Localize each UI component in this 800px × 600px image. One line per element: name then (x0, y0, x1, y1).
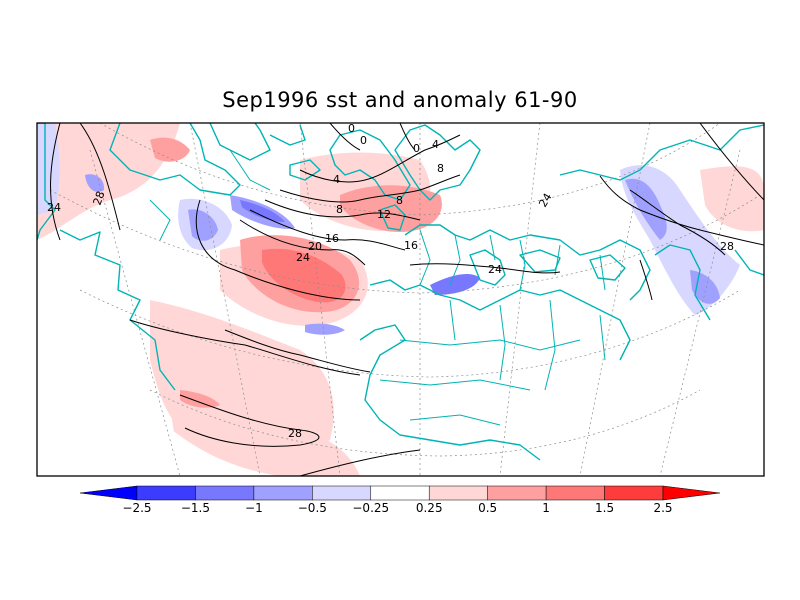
sst-label-24-med: 24 (488, 263, 502, 276)
graticule (49, 123, 761, 476)
contour-24-south (129, 319, 361, 376)
sst-label-28-south: 28 (288, 427, 302, 440)
anomaly-negative-weak-tropics (305, 323, 345, 335)
sst-label-0-north-c: 0 (413, 142, 420, 155)
contour-east-24 (599, 175, 764, 246)
sst-label-0-north-b: 0 (360, 134, 367, 147)
colorbar-tick-label: 0.25 (416, 501, 443, 515)
projection-mask-right (520, 290, 764, 476)
sst-label-8-mid: 8 (336, 203, 343, 216)
anomaly-negative-weak-greenland (85, 174, 105, 192)
colorbar-segment (604, 485, 664, 501)
contour-0-b (399, 123, 416, 151)
contour-labels: 24 28 0 0 0 4 4 8 8 8 12 16 16 20 24 24 … (47, 122, 734, 440)
sst-label-28-west: 28 (91, 189, 108, 207)
anomaly-negative-strong-iceland (240, 200, 285, 222)
colorbar-segment (428, 485, 488, 501)
colorbar-tick-label: 1 (542, 501, 550, 515)
anomaly-negative-mid-med (430, 274, 480, 295)
contour-8 (279, 174, 461, 203)
colorbar-segment (662, 485, 721, 501)
contour-tropic-inner (224, 329, 371, 373)
contour-arabian-28 (629, 189, 726, 256)
anomaly-positive-mid-norway (340, 185, 442, 232)
anomaly-negative-mid-indian (690, 270, 720, 304)
contour-16 (249, 209, 406, 251)
colorbar-segment (312, 485, 372, 501)
contour-24-atlantic (195, 199, 361, 301)
sst-label-24-atlantic: 24 (296, 251, 310, 264)
colorbar-segment (370, 485, 430, 501)
projection-mask-left (37, 240, 280, 476)
anomaly-positive-weak-east (700, 166, 764, 232)
anomaly-negative-mid-labrador (188, 209, 218, 241)
sst-label-16-a: 16 (325, 232, 339, 245)
sst-label-28-arabian: 28 (720, 240, 734, 253)
colorbar-tick-label: 2.5 (653, 501, 672, 515)
colorbar-segment (487, 485, 547, 501)
anomaly-positive-mid-greenland (150, 137, 190, 162)
contour-med-24 (409, 263, 561, 274)
colorbar-segment (136, 485, 196, 501)
sst-label-20: 20 (308, 240, 322, 253)
sst-label-4-north: 4 (432, 138, 439, 151)
sst-label-8-norway: 8 (437, 162, 444, 175)
colorbar-segment (253, 485, 313, 501)
contour-20 (239, 219, 366, 266)
sst-label-16-b: 16 (404, 239, 418, 252)
colorbar-segment (545, 485, 605, 501)
sst-label-24-red-sea: 24 (536, 191, 554, 210)
country-borders (149, 149, 606, 426)
colorbar-segment (79, 485, 138, 501)
coastlines (37, 123, 764, 461)
contour-28-south (179, 394, 320, 447)
anomaly-negative-weak-west (37, 123, 60, 215)
colorbar-tick-label: −2.5 (122, 501, 151, 515)
anomaly-positive-mid-south (180, 390, 220, 408)
sst-label-8-east: 8 (396, 194, 403, 207)
sst-label-0-north-a: 0 (348, 122, 355, 135)
colorbar: −2.5 −1.5 −1 −0.5 −0.25 0.25 0.5 1 1.5 2.5 (79, 485, 721, 515)
contour-red-sea (639, 259, 653, 301)
colorbar-tick-label: 0.5 (478, 501, 497, 515)
colorbar-tick-label: −1 (245, 501, 263, 515)
sst-label-24-west: 24 (47, 201, 61, 214)
contour-24-west (50, 123, 61, 241)
colorbar-tick-label: −0.5 (298, 501, 327, 515)
anomaly-positive-weak-west (37, 123, 180, 240)
colorbar-tick-label: −0.25 (352, 501, 389, 515)
contour-east-far (699, 123, 764, 201)
colorbar-segment (195, 485, 255, 501)
sst-label-4-mid: 4 (333, 173, 340, 186)
contour-0-a (329, 123, 361, 151)
contour-28-west (79, 123, 121, 231)
colorbar-tick-label: 1.5 (595, 501, 614, 515)
map-title: Sep1996 sst and anomaly 61-90 (222, 88, 578, 112)
contour-4 (299, 134, 461, 183)
sst-contours (50, 123, 764, 476)
anomaly-positive-strong-atlantic (262, 248, 346, 303)
colorbar-tick-label: −1.5 (181, 501, 210, 515)
contour-28-south-b (299, 449, 421, 476)
map-frame (36, 122, 765, 477)
contour-12 (264, 199, 421, 221)
sst-label-12: 12 (377, 208, 391, 221)
